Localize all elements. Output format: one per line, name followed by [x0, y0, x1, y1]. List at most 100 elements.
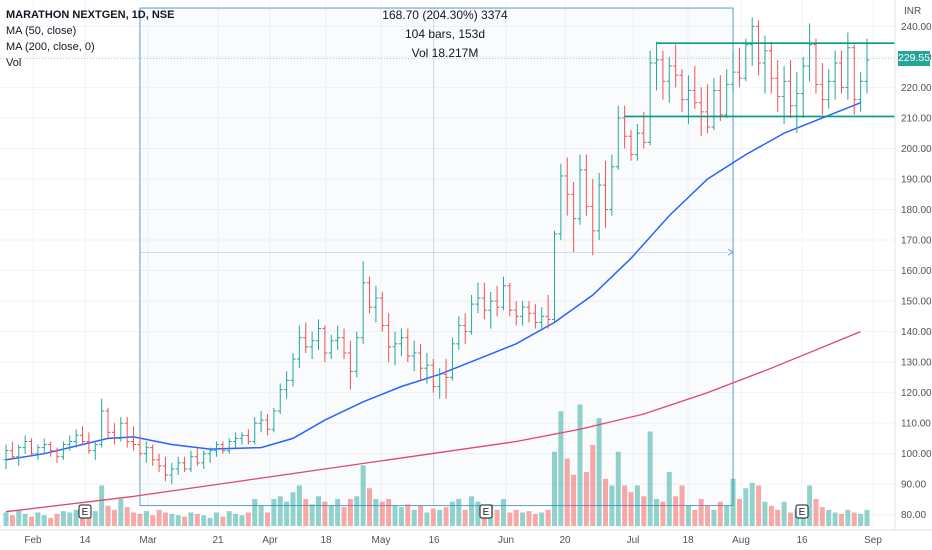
price-tick-label: 210.00 [901, 113, 932, 124]
volume-bar [207, 517, 213, 526]
price-tick-label: 240.00 [901, 22, 932, 33]
volume-bar [296, 485, 302, 526]
volume-bar [99, 485, 105, 526]
ohlc-bar [864, 38, 870, 94]
price-tick-label: 90.00 [901, 480, 926, 491]
ohlc-bar [386, 313, 392, 363]
volume-bar [194, 513, 200, 526]
volume-bar [724, 505, 730, 526]
ohlc-bar [647, 50, 653, 146]
ohlc-bar [341, 328, 347, 360]
ohlc-bar [347, 340, 353, 390]
price-tick-label: 200.00 [901, 144, 932, 155]
volume-bar [156, 509, 162, 526]
ohlc-bar [437, 368, 443, 399]
ohlc-bar [284, 371, 290, 399]
legend-ma50[interactable]: MA (50, close) [6, 25, 77, 37]
ohlc-bar [603, 160, 609, 228]
ohlc-bar [762, 35, 768, 94]
volume-bar [131, 512, 137, 526]
symbol-title[interactable]: MARATHON NEXTGEN, 1D, NSE [6, 9, 175, 21]
price-tick-label: 190.00 [901, 174, 932, 185]
ohlc-bar [220, 441, 226, 454]
volume-bar [175, 515, 181, 526]
ohlc-bar [513, 301, 519, 326]
volume-bar [654, 499, 660, 526]
volume-bar [258, 505, 264, 526]
volume-bar [188, 512, 194, 526]
price-tick-label: 100.00 [901, 449, 932, 460]
ohlc-bar [41, 438, 47, 454]
legend-ma200[interactable]: MA (200, close, 0) [6, 41, 95, 53]
ohlc-bar [424, 352, 430, 384]
legend-vol[interactable]: Vol [6, 57, 22, 69]
ohlc-bar [724, 69, 730, 118]
volume-bar [813, 499, 819, 526]
ohlc-bar [418, 343, 424, 381]
ohlc-bar [182, 456, 188, 473]
horizontal-levels[interactable] [624, 42, 895, 118]
ohlc-bar [507, 282, 513, 317]
volume-bar [29, 516, 35, 526]
time-tick-label: Apr [262, 535, 278, 546]
ohlc-bar [634, 124, 640, 161]
ohlc-bar [794, 72, 800, 134]
ohlc-bar [858, 72, 864, 112]
time-axis[interactable]: Feb 14 Mar 21 Apr 18 May 16 Jun 20 Jul 18 Aug 16 Sep [0, 529, 932, 546]
ohlc-bar [749, 17, 755, 67]
volume-bar [775, 509, 781, 526]
volume-bar [679, 485, 685, 526]
ohlc-bar [411, 340, 417, 372]
ohlc-bar [367, 276, 373, 314]
ohlc-bar [564, 157, 570, 216]
volume-bar [264, 512, 270, 526]
volume-bar [545, 509, 551, 526]
price-axis[interactable]: 80.00 90.00 100.00 110.00 120.00 130.00 140.00… [894, 0, 932, 550]
ohlc-bar [86, 432, 92, 454]
volume-bar [558, 411, 564, 526]
ohlc-bar [252, 417, 258, 445]
ohlc-bar [596, 172, 602, 241]
ohlc-bar [264, 414, 270, 436]
ohlc-bar [756, 20, 762, 76]
volume-bar [213, 512, 219, 526]
volume-bar [819, 507, 825, 526]
ohlc-bar [654, 41, 660, 91]
ohlc-bar [813, 38, 819, 94]
volume-bar [864, 509, 870, 526]
volume-bar [705, 505, 711, 526]
volume-bar [245, 512, 251, 526]
volume-bar [137, 513, 143, 526]
ohlc-bar [194, 447, 200, 466]
time-tick-label: 16 [796, 535, 808, 546]
volume-bar [309, 504, 315, 526]
volume-bar [111, 509, 117, 526]
volume-bar [22, 513, 28, 526]
volume-bar [571, 474, 577, 526]
volume-bar [507, 512, 513, 526]
volume-bar [456, 499, 462, 526]
ohlc-bar [271, 407, 277, 433]
volume-bar [596, 418, 602, 526]
ohlc-bar [143, 441, 149, 463]
volume-bar [303, 499, 309, 526]
volume-bar [35, 512, 41, 526]
ohlc-bar [105, 407, 111, 439]
ohlc-bar [29, 438, 35, 457]
measure-tool[interactable] [0, 7, 895, 507]
time-tick-label: May [372, 535, 391, 546]
volume-bar [513, 509, 519, 526]
ohlc-bar [3, 444, 9, 469]
volume-bar [622, 485, 628, 526]
ohlc-bar [379, 291, 385, 332]
ohlc-bar [768, 41, 774, 94]
volume-bar [41, 515, 47, 526]
price-tick-label: 160.00 [901, 266, 932, 277]
ohlc-bar [520, 301, 526, 326]
volume-bar [577, 404, 583, 526]
volume-bar [673, 496, 679, 526]
ohlc-bar [67, 435, 73, 451]
volume-bar [494, 509, 500, 526]
